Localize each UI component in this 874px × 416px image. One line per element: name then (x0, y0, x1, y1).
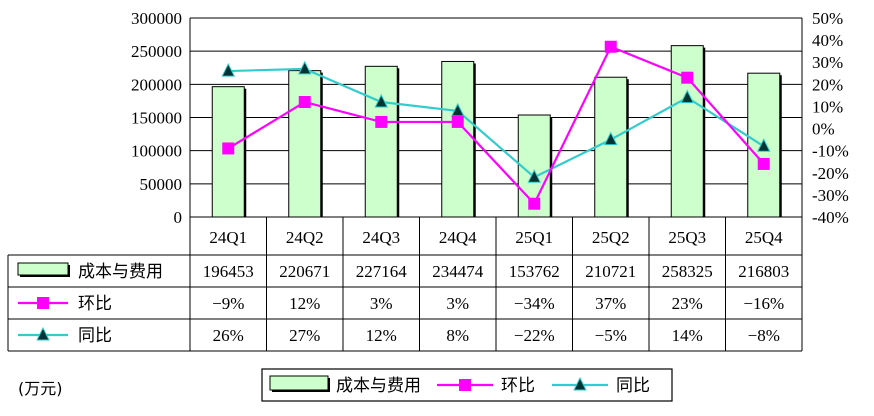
table-cell: −22% (514, 326, 555, 345)
table-cell: 12% (366, 326, 397, 345)
left-tick-label: 50000 (140, 175, 183, 194)
triangle-marker (374, 93, 389, 108)
triangle-marker (603, 131, 618, 146)
legend-label: 成本与费用 (336, 376, 421, 396)
table-cell: 3% (370, 294, 393, 313)
bar (670, 45, 704, 218)
triangle-marker (221, 62, 236, 77)
square-marker (451, 115, 464, 128)
bar (441, 60, 475, 218)
right-axis-ticks: -40% -30% -20% -10% 0% 10% 20% 30% 40% 50% (812, 9, 849, 227)
triangle-marker (756, 138, 771, 152)
plot-area (189, 17, 803, 218)
series-name: 同比 (78, 326, 112, 346)
table-cell: 210721 (585, 262, 636, 281)
square-marker (298, 96, 311, 109)
bar (364, 65, 398, 218)
right-tick-label: 0% (812, 120, 835, 139)
table-cell: 258325 (662, 262, 713, 281)
table-cell: 3% (446, 294, 469, 313)
left-tick-label: 250000 (131, 42, 182, 61)
series-name: 成本与费用 (78, 262, 163, 282)
right-tick-label: 20% (812, 75, 843, 94)
table-cell: 216803 (738, 262, 789, 281)
table-cell: 23% (672, 294, 703, 313)
bar (594, 76, 628, 218)
square-marker (528, 197, 541, 210)
left-tick-label: 100000 (131, 142, 182, 161)
legend-key-bar (17, 262, 69, 276)
triangle-marker (36, 326, 50, 341)
category-label: 25Q1 (515, 228, 553, 247)
legend-key-bar (269, 375, 329, 391)
table-cell: −9% (212, 294, 244, 313)
bar (288, 70, 322, 218)
square-marker (375, 115, 388, 128)
table-cell: −8% (748, 326, 780, 345)
category-label: 24Q1 (209, 228, 247, 247)
table-cell: 27% (289, 326, 320, 345)
triangle-marker (297, 60, 312, 75)
left-axis-ticks: 0 50000 100000 150000 200000 250000 300000 (131, 9, 182, 227)
category-label: 25Q3 (668, 228, 706, 247)
left-tick-label: 200000 (131, 75, 182, 94)
square-marker (37, 297, 49, 309)
table-cell: 153762 (509, 262, 560, 281)
right-tick-label: 50% (812, 9, 843, 28)
square-marker (222, 142, 235, 155)
square-marker (604, 40, 617, 53)
table-cell: 234474 (432, 262, 484, 281)
table-cell: 227164 (356, 262, 408, 281)
square-marker (757, 157, 770, 170)
right-tick-label: 40% (812, 31, 843, 50)
category-label: 24Q4 (439, 228, 477, 247)
right-tick-label: -40% (812, 208, 849, 227)
table-cell: 196453 (203, 262, 254, 281)
table-cell: 12% (289, 294, 320, 313)
right-tick-label: -10% (812, 142, 849, 161)
square-marker (681, 71, 694, 84)
table-cell: 14% (672, 326, 703, 345)
left-tick-label: 0 (174, 208, 183, 227)
table-cell: −16% (743, 294, 784, 313)
legend-label: 环比 (501, 376, 535, 396)
right-tick-label: 30% (812, 53, 843, 72)
left-tick-label: 300000 (131, 9, 182, 28)
data-table: 24Q1 24Q2 24Q3 24Q4 25Q1 25Q2 25Q3 25Q4 成本与费用 196… (7, 216, 803, 352)
table-cell: 8% (446, 326, 469, 345)
category-label: 24Q2 (286, 228, 324, 247)
right-tick-label: -20% (812, 164, 849, 183)
right-tick-label: 10% (812, 97, 843, 116)
category-label: 24Q3 (362, 228, 400, 247)
series-line-2 (228, 67, 765, 179)
category-label: 25Q2 (592, 228, 630, 247)
series-line-1 (227, 45, 765, 206)
table-cell: 220671 (279, 262, 330, 281)
unit-label: (万元) (18, 379, 63, 398)
table-cell: 26% (213, 326, 244, 345)
table-cell: −34% (514, 294, 555, 313)
square-marker (459, 379, 471, 391)
legend-label: 同比 (616, 376, 650, 396)
right-tick-label: -30% (812, 186, 849, 205)
left-tick-label: 150000 (131, 109, 182, 128)
table-cell: 37% (595, 294, 626, 313)
category-label: 25Q4 (745, 228, 783, 247)
triangle-marker (527, 169, 542, 183)
series-name: 环比 (78, 294, 112, 314)
legend: 成本与费用 环比 同比 (261, 368, 673, 402)
triangle-marker (573, 376, 587, 391)
triangle-marker (450, 102, 465, 117)
table-cell: −5% (595, 326, 627, 345)
triangle-marker (680, 89, 695, 104)
